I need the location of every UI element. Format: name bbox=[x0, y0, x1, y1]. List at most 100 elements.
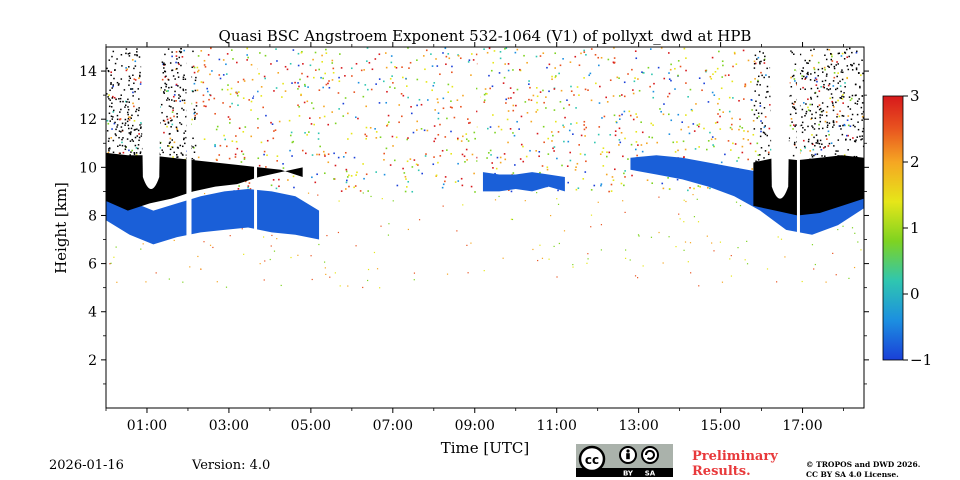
noise-pixel bbox=[253, 95, 255, 98]
noise-pixel bbox=[484, 88, 487, 90]
noise-pixel bbox=[119, 100, 122, 103]
noise-pixel bbox=[641, 131, 644, 134]
x-tick-label: 01:00 bbox=[127, 418, 167, 434]
noise-pixel bbox=[826, 138, 828, 140]
noise-pixel bbox=[806, 72, 808, 75]
noise-pixel bbox=[182, 88, 185, 91]
noise-pixel bbox=[313, 76, 315, 79]
noise-pixel bbox=[647, 66, 650, 69]
noise-pixel bbox=[794, 80, 796, 82]
noise-pixel bbox=[642, 265, 644, 267]
noise-pixel bbox=[838, 125, 841, 127]
noise-pixel bbox=[272, 137, 275, 140]
noise-pixel bbox=[180, 51, 183, 53]
noise-pixel bbox=[824, 120, 827, 123]
noise-pixel bbox=[754, 150, 757, 153]
noise-pixel bbox=[169, 153, 171, 156]
layer-aerosol-blue-mid bbox=[482, 172, 565, 192]
noise-pixel bbox=[631, 68, 633, 71]
noise-pixel bbox=[790, 118, 793, 120]
noise-pixel bbox=[528, 83, 530, 85]
noise-pixel bbox=[522, 160, 525, 163]
noise-pixel bbox=[731, 80, 734, 83]
noise-pixel bbox=[609, 79, 612, 82]
noise-pixel bbox=[683, 249, 685, 251]
noise-pixel bbox=[718, 98, 721, 100]
noise-pixel bbox=[807, 71, 809, 74]
noise-pixel bbox=[119, 152, 121, 155]
noise-pixel bbox=[791, 102, 794, 105]
noise-pixel bbox=[777, 236, 779, 238]
preliminary-line-2: Results. bbox=[692, 464, 751, 479]
noise-pixel bbox=[347, 285, 349, 287]
noise-pixel bbox=[451, 85, 454, 88]
noise-pixel bbox=[401, 66, 403, 68]
noise-pixel bbox=[574, 55, 577, 58]
noise-pixel bbox=[705, 70, 707, 73]
noise-pixel bbox=[229, 235, 231, 237]
noise-pixel bbox=[451, 71, 453, 74]
noise-pixel bbox=[383, 173, 386, 176]
noise-pixel bbox=[405, 77, 407, 80]
noise-pixel bbox=[821, 80, 824, 83]
noise-pixel bbox=[815, 134, 818, 136]
noise-pixel bbox=[542, 89, 544, 92]
noise-pixel bbox=[826, 124, 829, 127]
noise-pixel bbox=[432, 163, 435, 166]
noise-pixel bbox=[550, 131, 553, 133]
noise-pixel bbox=[165, 75, 167, 78]
noise-pixel bbox=[835, 88, 837, 91]
noise-pixel bbox=[314, 51, 317, 54]
noise-pixel bbox=[862, 111, 864, 113]
noise-pixel bbox=[138, 98, 140, 100]
noise-pixel bbox=[824, 54, 826, 57]
noise-pixel bbox=[847, 134, 849, 137]
noise-pixel bbox=[711, 136, 714, 138]
noise-pixel bbox=[862, 72, 864, 75]
noise-pixel bbox=[618, 114, 621, 117]
noise-pixel bbox=[124, 122, 127, 124]
noise-pixel bbox=[558, 72, 560, 75]
noise-pixel bbox=[118, 136, 120, 139]
noise-pixel bbox=[801, 69, 803, 72]
noise-pixel bbox=[851, 227, 854, 229]
noise-pixel bbox=[807, 62, 809, 65]
noise-pixel bbox=[572, 133, 574, 135]
noise-pixel bbox=[110, 74, 112, 76]
noise-pixel bbox=[536, 109, 539, 111]
noise-pixel bbox=[181, 107, 183, 110]
noise-pixel bbox=[816, 140, 819, 142]
noise-pixel bbox=[744, 83, 747, 86]
noise-pixel bbox=[488, 47, 491, 50]
noise-pixel bbox=[563, 126, 565, 128]
noise-pixel bbox=[668, 133, 671, 135]
noise-pixel bbox=[587, 253, 589, 255]
noise-pixel bbox=[578, 144, 580, 146]
noise-pixel bbox=[799, 88, 802, 90]
noise-pixel bbox=[514, 164, 516, 166]
noise-pixel bbox=[761, 74, 763, 77]
noise-pixel bbox=[608, 190, 610, 193]
noise-pixel bbox=[174, 78, 176, 80]
noise-pixel bbox=[512, 104, 515, 107]
noise-pixel bbox=[224, 138, 226, 141]
noise-pixel bbox=[340, 190, 343, 192]
noise-pixel bbox=[737, 247, 739, 249]
noise-pixel bbox=[167, 121, 170, 123]
noise-pixel bbox=[250, 135, 253, 138]
noise-pixel bbox=[815, 84, 818, 86]
noise-pixel bbox=[756, 142, 759, 145]
noise-pixel bbox=[823, 86, 826, 89]
noise-pixel bbox=[432, 84, 435, 87]
noise-pixel bbox=[109, 99, 111, 101]
noise-pixel bbox=[323, 261, 326, 263]
noise-pixel bbox=[746, 263, 749, 265]
noise-pixel bbox=[818, 123, 820, 126]
noise-pixel bbox=[116, 58, 118, 60]
noise-pixel bbox=[487, 127, 489, 130]
noise-pixel bbox=[114, 121, 116, 124]
x-tick-label: 07:00 bbox=[373, 418, 413, 434]
noise-pixel bbox=[407, 47, 409, 49]
noise-pixel bbox=[492, 61, 495, 64]
